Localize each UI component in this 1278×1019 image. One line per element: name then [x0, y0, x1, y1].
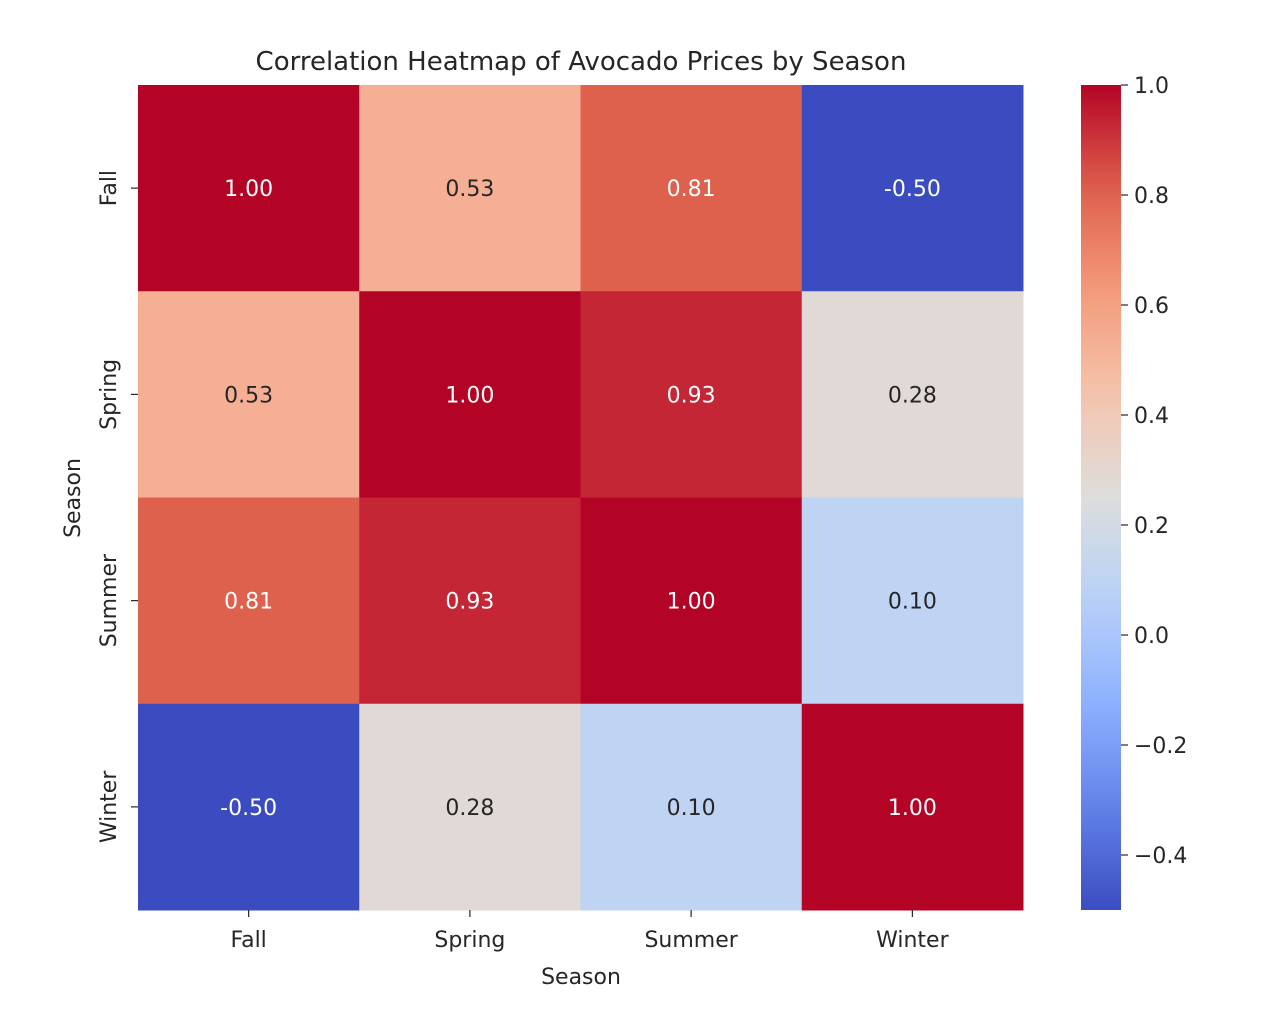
colorbar-tick-label: −0.4: [1134, 844, 1187, 869]
colorbar: [1081, 85, 1121, 910]
heatmap-cell: [359, 291, 581, 498]
heatmap-cell: [801, 497, 1024, 705]
y-axis-title: Season: [61, 458, 86, 538]
x-axis-title: Season: [541, 965, 621, 990]
colorbar-tick-label: 0.6: [1134, 294, 1169, 319]
cell-value-label: 0.53: [224, 383, 273, 408]
x-tick-label: Spring: [434, 928, 505, 953]
cell-value-label: -0.50: [220, 796, 277, 821]
heatmap-cell: [580, 291, 803, 498]
cell-value-label: 1.00: [224, 177, 273, 202]
heatmap-cell: [801, 85, 1024, 292]
cell-value-label: 0.28: [445, 796, 494, 821]
colorbar-tick-label: 0.4: [1134, 404, 1169, 429]
colorbar-tick-label: 0.8: [1134, 184, 1169, 209]
cell-value-label: 0.93: [445, 590, 494, 615]
cell-value-label: 0.93: [667, 383, 716, 408]
cell-value-label: 0.53: [445, 177, 494, 202]
x-tick-label: Fall: [230, 928, 266, 953]
cell-value-label: 0.10: [888, 590, 937, 615]
heatmap-cell: [138, 85, 360, 292]
y-tick-label: Fall: [97, 170, 122, 206]
cell-value-label: -0.50: [884, 177, 941, 202]
cell-value-label: 1.00: [667, 590, 716, 615]
heatmap-cell: [580, 703, 803, 911]
cell-value-label: 0.28: [888, 383, 937, 408]
y-tick-label: Winter: [97, 770, 122, 843]
heatmap-cells: 1.00 0.53 0.81 -0.50 0.53 1.00 0.93 0.28 0.81 0.9…: [138, 85, 1024, 911]
heatmap-cell: [138, 291, 360, 498]
colorbar-tick-label: 0.2: [1134, 514, 1169, 539]
colorbar-tick-label: 0.0: [1134, 624, 1169, 649]
cell-value-label: 1.00: [445, 383, 494, 408]
cell-value-label: 0.81: [667, 177, 716, 202]
colorbar-tick-label: −0.2: [1134, 734, 1187, 759]
colorbar-ticks: 1.0 0.8 0.6 0.4 0.2 0.0 −0.2 −0.4: [1121, 74, 1187, 869]
cell-value-label: 0.10: [667, 796, 716, 821]
x-tick-label: Summer: [644, 928, 738, 953]
cell-value-label: 1.00: [888, 796, 937, 821]
heatmap-cell: [580, 497, 803, 705]
heatmap-cell: [801, 703, 1024, 911]
heatmap-cell: [138, 497, 360, 705]
heatmap-cell: [138, 703, 360, 911]
heatmap-cell: [359, 703, 581, 911]
y-tick-label: Spring: [97, 359, 122, 430]
x-tick-label: Winter: [876, 928, 949, 953]
heatmap-cell: [801, 291, 1024, 498]
x-axis-ticks: Fall Spring Summer Winter: [230, 910, 950, 953]
colorbar-tick-label: 1.0: [1134, 74, 1169, 99]
chart-title: Correlation Heatmap of Avocado Prices by…: [256, 47, 907, 77]
cell-value-label: 0.81: [224, 590, 273, 615]
heatmap-cell: [580, 85, 803, 292]
heatmap-cell: [359, 85, 581, 292]
heatmap-cell: [359, 497, 581, 705]
y-axis-ticks: Fall Spring Summer Winter: [97, 170, 138, 843]
y-tick-label: Summer: [97, 553, 122, 647]
